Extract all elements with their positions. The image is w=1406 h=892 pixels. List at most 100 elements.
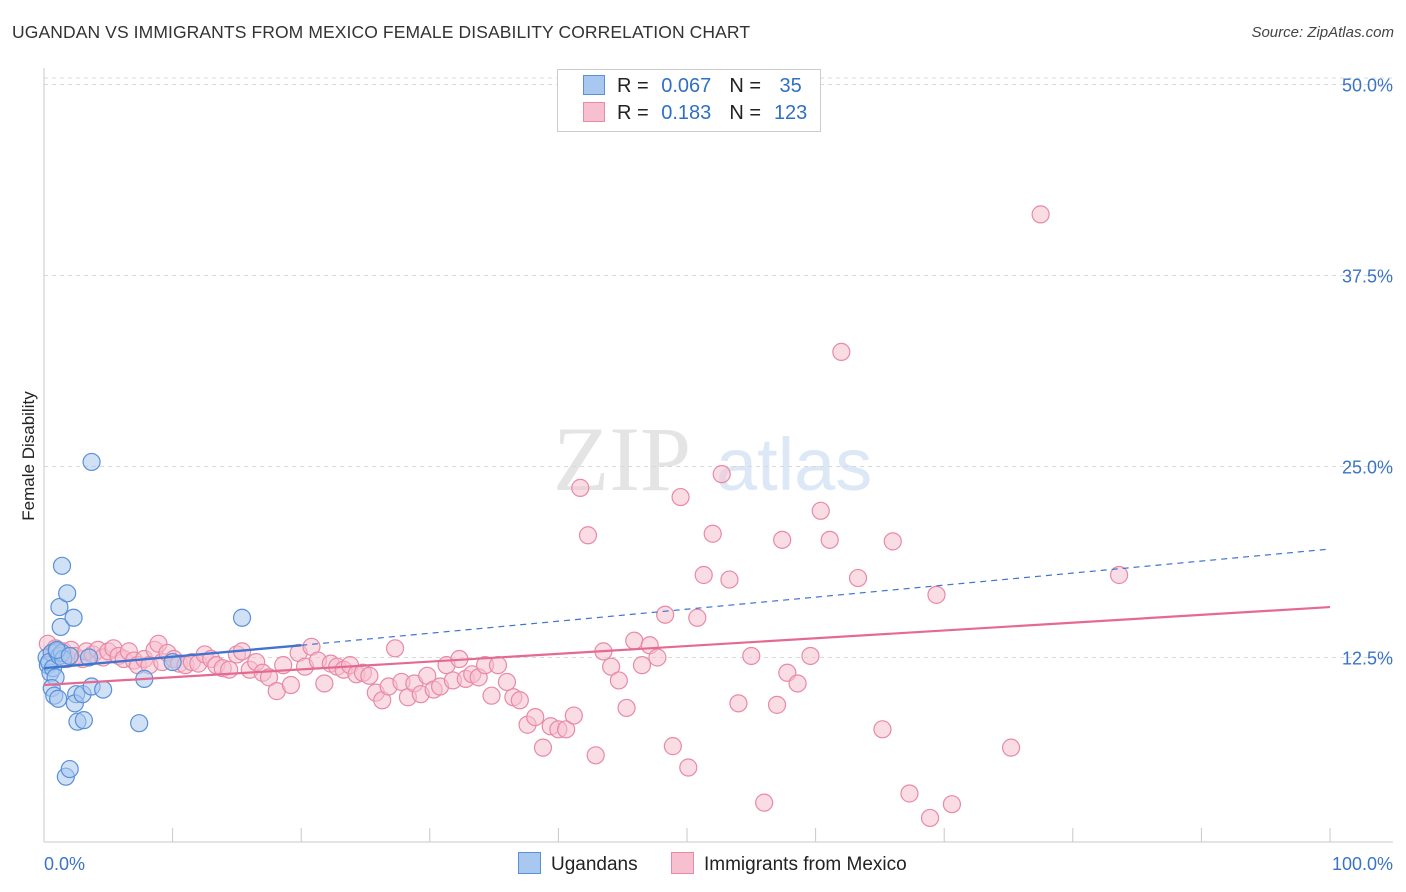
grid-lines: [44, 77, 1393, 658]
data-point-mexico: [220, 660, 239, 679]
data-point-mexico: [788, 674, 807, 693]
bottom-legend-mexico: Immigrants from Mexico: [671, 852, 907, 876]
data-point-mexico: [1031, 205, 1050, 224]
data-point-ugandan: [130, 714, 149, 733]
y-tick-label: 37.5%: [1342, 267, 1393, 287]
bottom-legend-label: Ugandans: [551, 854, 638, 875]
series-ugandans-points: [37, 452, 252, 786]
data-point-ugandan: [232, 608, 252, 627]
data-point-mexico: [767, 695, 787, 714]
data-point-mexico: [602, 657, 621, 676]
x-tick-labels: 0.0% 100.0%: [44, 854, 1393, 874]
data-point-mexico: [729, 694, 748, 713]
data-point-mexico: [497, 672, 517, 692]
legend-row-ugandans: R = 0.067 N = 35: [583, 75, 815, 98]
data-point-mexico: [671, 487, 690, 507]
data-point-mexico: [900, 784, 919, 803]
data-point-mexico: [920, 808, 940, 828]
data-point-ugandan: [74, 711, 93, 730]
data-point-ugandan: [82, 452, 101, 472]
y-tick-labels: 12.5% 25.0% 37.5% 50.0%: [1342, 76, 1393, 669]
watermark-atlas: atlas: [716, 423, 872, 506]
trend-line-ugandans-projected: [301, 548, 1331, 646]
bottom-swatch-pink: [671, 852, 694, 874]
data-point-mexico: [526, 707, 545, 727]
data-point-mexico: [625, 631, 644, 650]
data-point-mexico: [663, 737, 682, 756]
legend-n-value: 35: [779, 75, 802, 97]
trend-line-mexico: [43, 605, 1331, 687]
y-tick-label: 12.5%: [1342, 649, 1393, 669]
data-point-mexico: [694, 565, 713, 585]
data-point-ugandan: [60, 646, 79, 666]
data-point-mexico: [703, 524, 722, 543]
data-point-mexico: [315, 674, 334, 693]
data-point-mexico: [742, 646, 761, 666]
data-point-mexico: [360, 666, 379, 685]
x-tick-label-max: 100.0%: [1332, 854, 1393, 874]
data-point-mexico: [609, 671, 628, 690]
legend-r-label: R =: [617, 102, 649, 124]
data-point-mexico: [832, 342, 851, 361]
y-tick-label: 50.0%: [1342, 76, 1393, 96]
legend-r-label: R =: [617, 75, 649, 97]
bottom-legend-ugandans: Ugandans: [518, 852, 638, 876]
data-point-mexico: [510, 691, 529, 710]
data-point-mexico: [679, 758, 698, 777]
data-point-mexico: [482, 686, 501, 705]
data-point-mexico: [385, 639, 405, 658]
watermark-zip: ZIP: [553, 408, 691, 510]
data-point-mexico: [820, 530, 839, 549]
data-point-ugandan: [60, 759, 79, 779]
data-point-mexico: [488, 656, 508, 675]
data-point-mexico: [632, 656, 652, 675]
data-point-mexico: [755, 793, 774, 812]
axes: [43, 68, 1393, 843]
data-point-ugandan: [79, 648, 99, 667]
trend-lines: [43, 548, 1331, 687]
data-point-mexico: [883, 532, 902, 551]
data-point-ugandan: [52, 556, 72, 575]
legend-n-value: 123: [773, 102, 808, 124]
data-point-mexico: [720, 570, 739, 589]
data-point-mexico: [656, 605, 675, 624]
legend-n-label: N =: [729, 102, 762, 124]
bottom-swatch-blue: [518, 852, 541, 874]
data-point-mexico: [259, 668, 279, 687]
data-point-mexico: [571, 478, 590, 497]
data-point-mexico: [578, 526, 598, 545]
data-point-mexico: [801, 646, 820, 666]
data-point-mexico: [848, 568, 868, 588]
legend-n-label: N =: [729, 75, 762, 97]
data-point-mexico: [773, 530, 792, 549]
data-point-mexico: [688, 608, 707, 627]
chart-title: UGANDAN VS IMMIGRANTS FROM MEXICO FEMALE…: [12, 22, 751, 42]
source-credit: Source: ZipAtlas.com: [1251, 24, 1394, 41]
data-point-mexico: [281, 675, 301, 695]
watermark: ZIP atlas: [553, 408, 872, 510]
data-point-mexico: [1001, 738, 1021, 757]
data-point-mexico: [586, 746, 605, 765]
data-point-ugandan: [51, 617, 70, 637]
data-point-ugandan: [64, 608, 83, 627]
data-point-mexico: [811, 501, 830, 520]
y-axis-label: Female Disability: [19, 391, 38, 521]
legend-r-value: 0.067: [661, 75, 712, 97]
data-point-ugandan: [49, 689, 68, 708]
data-point-mexico: [533, 738, 553, 757]
legend-swatch-pink: [583, 102, 605, 122]
series-mexico-points: [38, 205, 1129, 828]
data-point-ugandan: [58, 584, 77, 603]
data-point-mexico: [557, 720, 576, 739]
legend-swatch-blue: [583, 75, 605, 95]
data-point-mexico: [617, 698, 636, 718]
bottom-legend-label: Immigrants from Mexico: [704, 854, 907, 875]
data-point-ugandan: [50, 597, 69, 617]
trend-line-ugandans: [43, 644, 302, 670]
x-tick-label-min: 0.0%: [44, 854, 85, 874]
data-point-mexico: [712, 465, 731, 484]
data-point-mexico: [927, 585, 946, 604]
data-point-mexico: [942, 795, 962, 814]
correlation-legend: R = 0.067 N = 35 R = 0.183 N = 123: [557, 69, 821, 132]
